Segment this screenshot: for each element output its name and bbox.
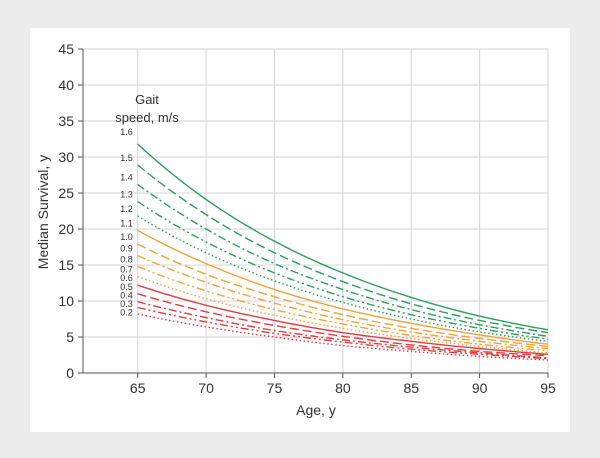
series-label: 1.4: [120, 172, 133, 182]
series-label: 0.6: [120, 273, 133, 283]
x-tick-label: 80: [335, 380, 351, 396]
x-tick-label: 75: [267, 380, 283, 396]
series-label: 1.5: [120, 153, 133, 163]
series-label: 1.0: [120, 232, 133, 242]
series-labels: 1.61.51.41.31.21.11.00.90.80.70.60.50.40…: [120, 127, 133, 317]
series-line-1.1: [137, 229, 549, 345]
series-label: 1.2: [120, 204, 133, 214]
series-lines: [137, 143, 549, 361]
legend-title-line1: Gait: [135, 92, 159, 107]
series-line-0.8: [137, 265, 549, 352]
series-label: 0.8: [120, 254, 133, 264]
x-tick-label: 90: [472, 380, 488, 396]
series-line-0.2: [137, 313, 549, 361]
y-tick-label: 20: [58, 221, 74, 237]
series-line-1.0: [137, 243, 549, 348]
x-tick-label: 95: [540, 380, 556, 396]
y-tick-label: 15: [58, 257, 74, 273]
legend-title-line2: speed, m/s: [115, 110, 179, 125]
y-tick-label: 40: [58, 77, 74, 93]
series-line-1.5: [137, 164, 549, 334]
series-label: 1.3: [120, 190, 133, 200]
series-label: 0.9: [120, 244, 133, 254]
series-line-1.3: [137, 201, 549, 340]
y-tick-label: 45: [58, 41, 74, 57]
series-label: 1.1: [120, 218, 133, 228]
series-label: 0.4: [120, 290, 133, 300]
series-label: 0.3: [120, 299, 133, 309]
x-tick-label: 65: [130, 380, 146, 396]
y-axis-label: Median Survival, y: [35, 155, 51, 269]
y-tick-label: 30: [58, 149, 74, 165]
series-label: 0.2: [120, 307, 133, 317]
series-line-1.4: [137, 183, 549, 337]
series-line-0.9: [137, 254, 549, 350]
series-label: 0.5: [120, 282, 133, 292]
series-line-0.3: [137, 306, 549, 360]
grid: [83, 48, 549, 374]
series-label: 0.7: [120, 265, 133, 275]
y-tick-label: 0: [66, 365, 74, 381]
x-axis-label: Age, y: [296, 402, 336, 418]
series-line-0.4: [137, 301, 549, 359]
y-tick-label: 5: [66, 329, 74, 345]
x-tick-label: 70: [198, 380, 214, 396]
axes: 0 5 10 15 20 25 30 35 40 45 65 70 75 80 85 90 95: [58, 41, 556, 396]
y-tick-label: 35: [58, 113, 74, 129]
series-line-0.5: [137, 293, 549, 357]
series-line-1.6: [137, 143, 549, 331]
series-label: 1.6: [120, 127, 133, 137]
y-tick-label: 25: [58, 185, 74, 201]
x-tick-label: 85: [403, 380, 419, 396]
series-line-0.6: [137, 284, 549, 355]
y-tick-label: 10: [58, 293, 74, 309]
